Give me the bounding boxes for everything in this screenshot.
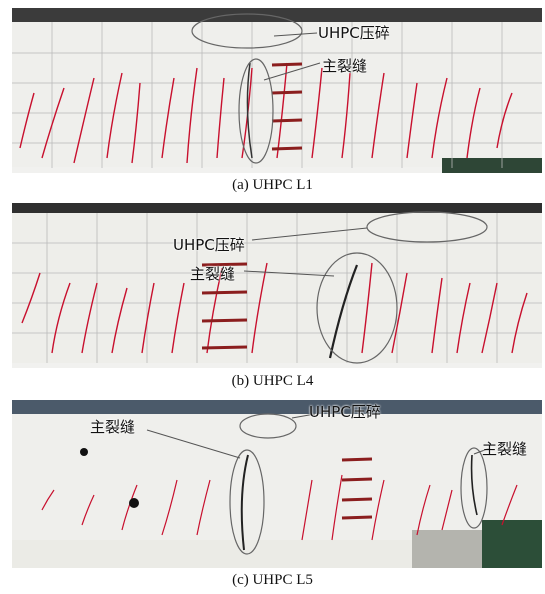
beam-l4-drawing	[12, 203, 542, 364]
crush-label-c: UHPC压碎	[309, 403, 381, 421]
crush-label-a: UHPC压碎	[318, 24, 390, 42]
caption-b: (b) UHPC L4	[231, 373, 314, 389]
panel-c: UHPC压碎 主裂缝 主裂缝 (c) UHPC L5	[0, 398, 545, 594]
main-crack-label-c-right: 主裂缝	[482, 440, 528, 458]
main-crack-label-c-left: 主裂缝	[90, 418, 136, 436]
caption-c: (c) UHPC L5	[232, 572, 313, 588]
caption-a: (a) UHPC L1	[232, 177, 313, 193]
beam-l1-drawing	[12, 8, 542, 173]
main-crack-label-a: 主裂缝	[322, 57, 368, 75]
beam-photo-l4	[12, 203, 542, 368]
panel-b: UHPC压碎 主裂缝 (b) UHPC L4	[0, 200, 545, 398]
panel-a: UHPC压碎 主裂缝 (a) UHPC L1	[0, 0, 545, 200]
beam-photo-l1	[12, 8, 542, 173]
beam-photo-l5	[12, 400, 542, 568]
main-crack-label-b: 主裂缝	[190, 265, 236, 283]
crush-label-b: UHPC压碎	[173, 236, 245, 254]
beam-l5-drawing	[12, 400, 542, 568]
